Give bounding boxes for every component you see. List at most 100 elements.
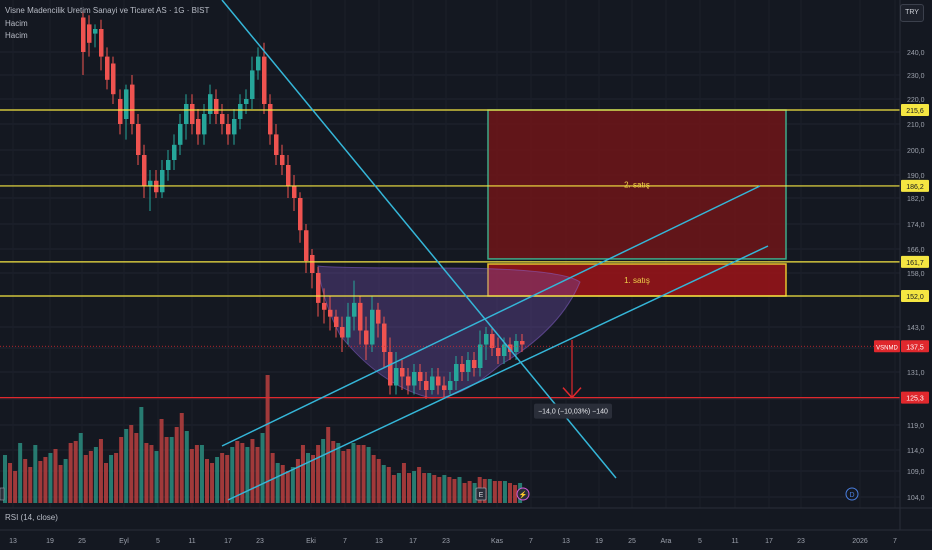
time-tick-label: 23	[442, 538, 450, 545]
price-tick-label: 166,0	[907, 247, 925, 254]
volume-bar	[3, 455, 7, 503]
volume-bar	[119, 437, 124, 503]
candle-body	[340, 327, 345, 338]
volume-bar	[250, 439, 255, 503]
candle-body	[178, 124, 183, 145]
volume-bar	[23, 459, 28, 503]
price-level-labels: 215,6 186,2 161,7 152,0 125,3 137,5 VSNMD	[874, 104, 929, 404]
time-tick-label: 11	[731, 538, 738, 545]
price-level-badge	[901, 179, 929, 192]
volume-bar	[88, 451, 93, 503]
volume-bar	[18, 443, 23, 503]
candle-body	[376, 309, 381, 324]
candle-body	[130, 84, 135, 124]
time-tick-label: 19	[46, 538, 54, 545]
candle-body	[310, 255, 315, 273]
time-tick-label: 23	[256, 538, 264, 545]
volume-bar	[154, 451, 159, 503]
candle-body	[256, 56, 261, 71]
volume-bar	[174, 427, 179, 503]
candle-body	[436, 376, 441, 386]
candle-body	[93, 29, 98, 34]
candle-body	[406, 376, 411, 386]
candle-body	[214, 99, 219, 114]
volume-bar	[351, 443, 356, 503]
volume-bar	[396, 473, 401, 503]
volume-bar	[326, 427, 331, 503]
volume-bar	[462, 483, 467, 503]
volume-indicator-label[interactable]: Hacim	[5, 19, 28, 28]
candle-body	[322, 302, 327, 310]
measure-label-box	[534, 403, 612, 419]
candle-body	[334, 316, 339, 327]
sell-zone-label: 1. satış	[624, 276, 650, 285]
volume-bar	[169, 437, 174, 503]
volume-bar	[48, 453, 53, 503]
time-tick-label: 7	[893, 538, 897, 545]
candle-body	[472, 360, 477, 368]
event-marker-label: ⚡	[519, 490, 528, 499]
volume-bar	[179, 413, 184, 503]
split-marker	[516, 487, 530, 501]
candle-body	[136, 124, 141, 155]
candle-body	[418, 372, 423, 381]
earnings-marker	[475, 487, 487, 501]
volume-bar	[8, 463, 13, 503]
candle-body	[196, 119, 201, 135]
volume-bar	[210, 463, 215, 503]
price-tick-label: 240,0	[907, 50, 925, 57]
volume-bar	[361, 445, 366, 503]
volume-bar	[159, 419, 164, 503]
sell-zone-label: 2. satış	[624, 180, 650, 189]
volume-bar	[407, 473, 411, 503]
price-tick-label: 182,0	[907, 196, 925, 203]
candle-body	[328, 309, 333, 317]
volume-bar	[331, 441, 336, 503]
volume-bar	[432, 475, 437, 503]
measure-arrow-head	[562, 387, 582, 399]
volume-bar	[356, 445, 361, 503]
volume-bar	[225, 455, 230, 503]
rsi-indicator-label[interactable]: RSI (14, close)	[5, 513, 58, 522]
volume-bar	[265, 375, 270, 503]
symbol-title[interactable]: Visne Madencilik Uretim Sanayi ve Ticare…	[5, 6, 210, 15]
volume-bar	[73, 441, 78, 503]
price-tick-label: 119,0	[907, 423, 924, 430]
time-tick-label: 2026	[852, 538, 868, 545]
price-level-value: 125,3	[906, 396, 924, 403]
time-tick-label: 25	[628, 538, 636, 545]
volume-bar	[270, 453, 275, 503]
price-level-badge	[901, 391, 929, 404]
volume-bar	[83, 455, 88, 503]
volume-bar	[275, 463, 280, 503]
candle-body	[364, 330, 369, 345]
candle-body	[184, 104, 189, 124]
volume-bar	[381, 465, 386, 503]
candle-body	[190, 104, 195, 124]
volume-bar	[422, 473, 427, 503]
price-tick-label: 109,0	[907, 469, 925, 476]
candle-body	[81, 17, 86, 52]
volume-bar	[68, 443, 73, 503]
candle-body	[304, 230, 309, 261]
volume-bar	[139, 407, 144, 503]
currency-button[interactable]: TRY	[900, 4, 924, 22]
candle-body	[111, 63, 116, 95]
channel-upper-line	[221, 185, 761, 447]
candle-body	[268, 104, 273, 135]
volume-bar	[487, 479, 492, 503]
candle-body	[442, 385, 447, 390]
candle-body	[400, 368, 405, 377]
volume-bar	[447, 477, 452, 503]
volume-bar	[184, 431, 189, 503]
volume-bar	[63, 459, 68, 503]
volume-bar	[472, 483, 477, 503]
event-marker-label: E	[479, 492, 484, 499]
volume-bar	[452, 479, 457, 503]
volume-bar	[497, 481, 502, 503]
time-tick-label: Ara	[661, 538, 672, 545]
candle-body	[388, 352, 393, 386]
volume-indicator-label-2[interactable]: Hacim	[5, 31, 28, 40]
time-tick-label: 11	[188, 538, 195, 545]
